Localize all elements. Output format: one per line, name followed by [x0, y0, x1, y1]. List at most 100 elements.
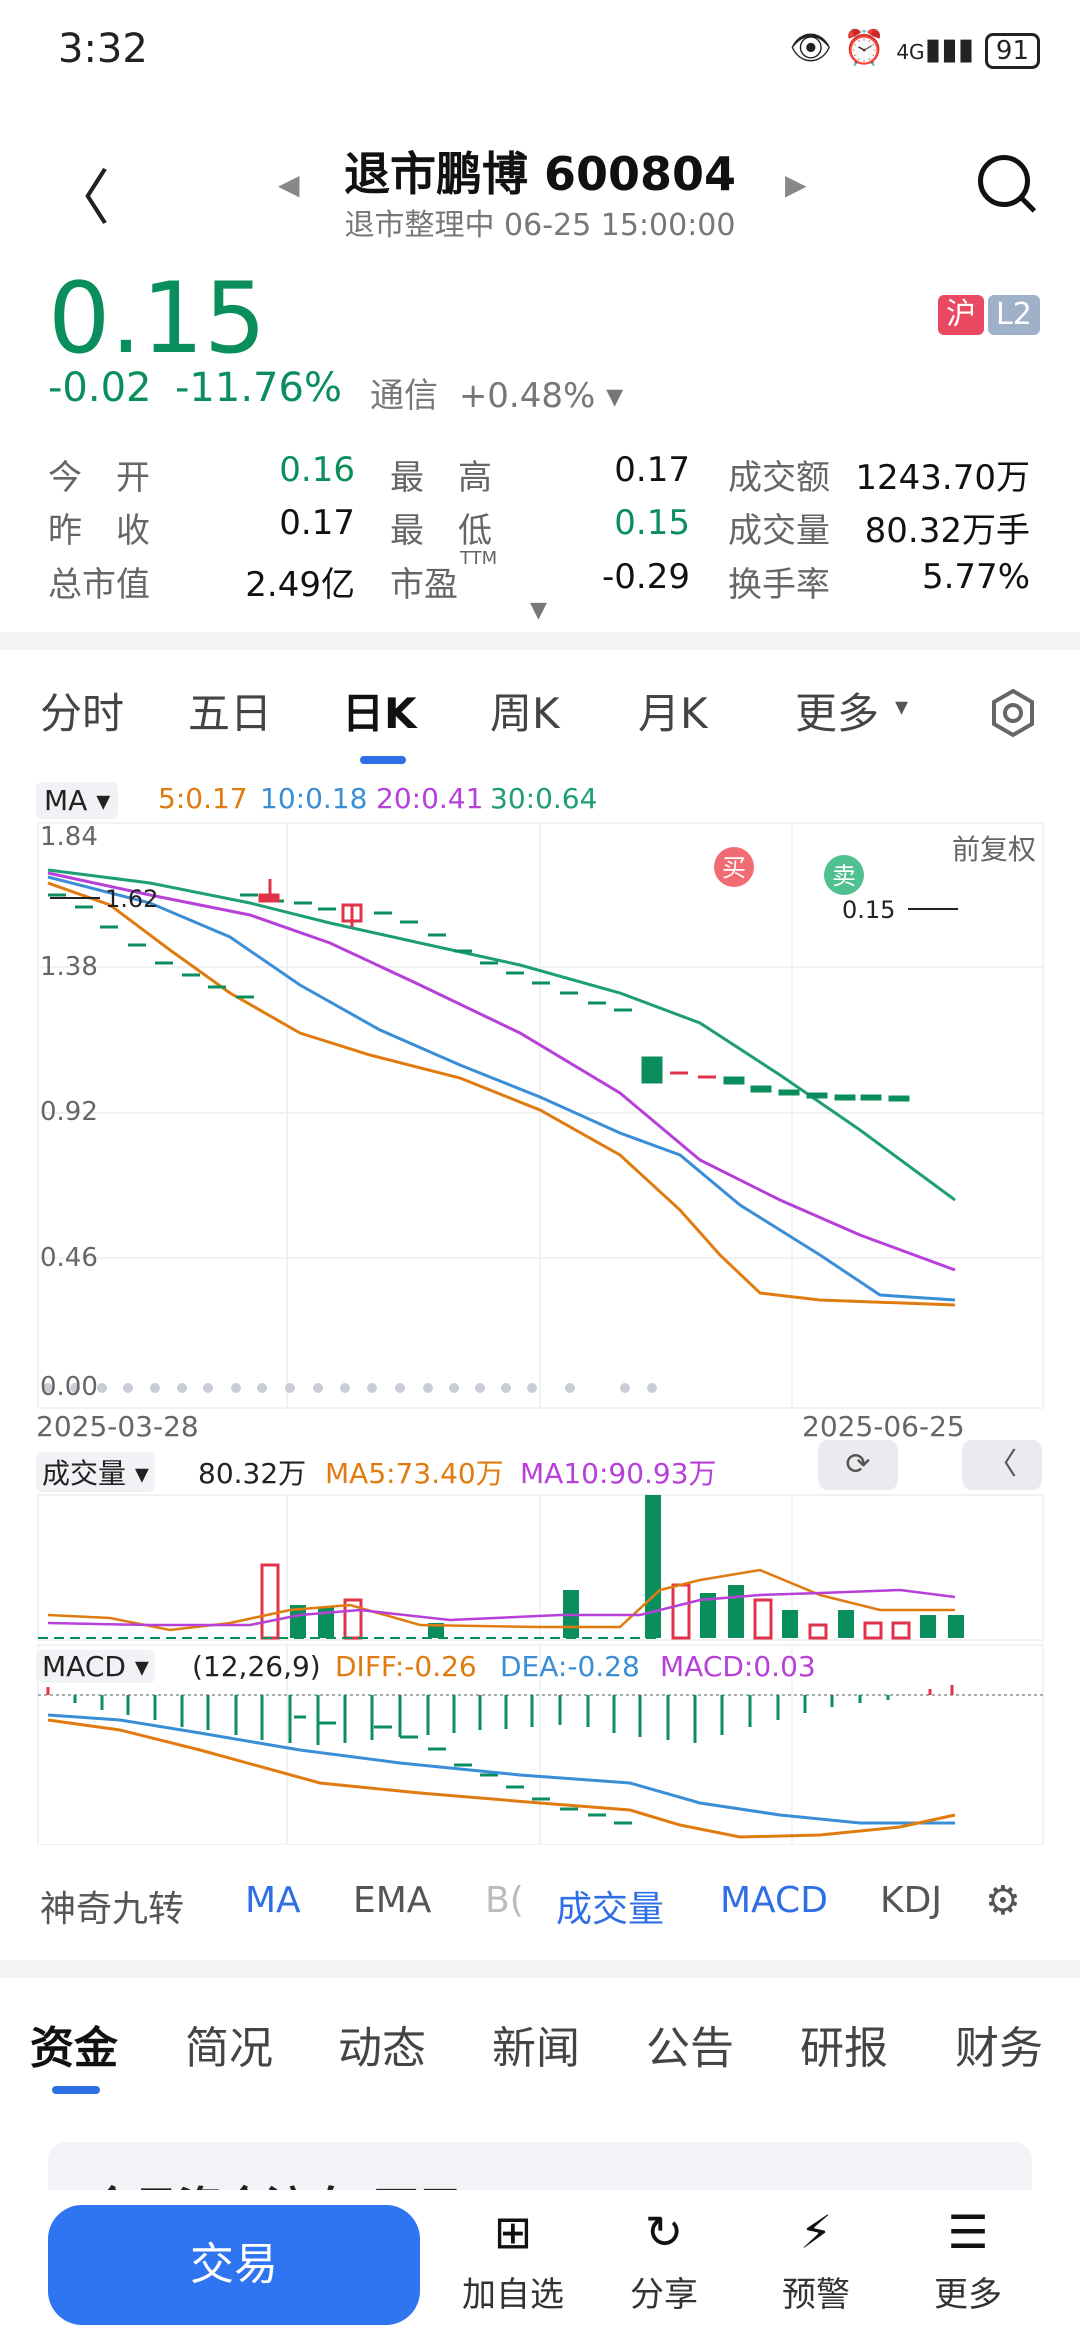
menu-circle-icon: ☰ — [947, 2205, 989, 2259]
stat-label: 最 高 — [390, 458, 492, 498]
ktab-4[interactable]: 月K — [638, 689, 708, 738]
bottom-tab-5[interactable]: 研报 — [800, 2023, 888, 2074]
stat-value: 1243.70万 — [855, 458, 1030, 498]
stat-value: 0.17 — [279, 503, 355, 543]
level2-badge[interactable]: L2 — [988, 295, 1040, 335]
stat-label: 总市值 — [48, 565, 150, 605]
more-chevron-icon: ▾ — [895, 692, 909, 722]
ma30-line — [47, 868, 956, 1202]
battery-icon: 91 — [984, 33, 1040, 69]
indicator-1[interactable]: MA — [245, 1880, 301, 1921]
candles-main — [240, 893, 910, 1102]
stat-label: 成交额 — [728, 458, 830, 498]
volume-ma5: MA5:73.40万 — [325, 1457, 504, 1490]
stat-label: 今 开 — [48, 458, 150, 498]
ktab-2[interactable]: 日K — [342, 689, 417, 738]
ma20-value: 20:0.41 — [376, 782, 484, 815]
y-tick-1: 1.38 — [40, 952, 98, 982]
buy-marker[interactable]: 买 — [722, 854, 746, 882]
rotate-icon[interactable]: ⟳ — [818, 1440, 898, 1490]
bottom-tab-1[interactable]: 简况 — [185, 2023, 273, 2074]
low-marker: 0.15 — [842, 896, 895, 924]
divider-2 — [0, 1960, 1080, 1978]
adjust-label[interactable]: 前复权 — [952, 833, 1037, 866]
stock-title: 退市鹏博 600804 — [343, 147, 737, 201]
bottom-tab-2[interactable]: 动态 — [338, 2023, 426, 2074]
y-tick-3: 0.46 — [40, 1243, 98, 1273]
next-stock-icon[interactable]: ▶ — [785, 168, 807, 201]
indicator-2[interactable]: EMA — [353, 1880, 432, 1921]
status-time: 3:32 — [58, 26, 148, 72]
stat-value: 0.15 — [614, 503, 690, 543]
indicator-settings-icon[interactable]: ⚙ — [985, 1878, 1021, 1924]
ktab-1[interactable]: 五日 — [188, 689, 273, 738]
stat-value: 0.16 — [279, 450, 355, 490]
stat-label: 最 低 — [390, 511, 492, 551]
indicator-5[interactable]: MACD — [720, 1880, 828, 1921]
ma-selector[interactable]: MA ▾ — [36, 782, 119, 819]
pe-ttm-sup: TTM — [460, 548, 498, 569]
kline-chart[interactable]: 1.62 0.15 买 卖 — [0, 815, 1080, 1845]
volume-ma10: MA10:90.93万 — [520, 1457, 717, 1490]
related-sector[interactable]: 通信 +0.48% ▾ — [370, 368, 623, 417]
trade-button[interactable]: 交易 — [48, 2205, 420, 2325]
ktab-0[interactable]: 分时 — [40, 689, 125, 738]
macd-diff: DIFF:-0.26 — [335, 1650, 477, 1683]
sell-marker[interactable]: 卖 — [832, 862, 856, 890]
alert-bell-icon: ⚡ — [799, 2205, 833, 2259]
sector-name: 通信 — [370, 376, 438, 416]
more-button[interactable]: ☰ 更多 — [908, 2205, 1028, 2316]
sector-pct: +0.48% — [458, 376, 596, 416]
back-button[interactable]: 〈 — [50, 164, 110, 234]
y-tick-4: 0.00 — [40, 1372, 98, 1402]
collapse-left-icon[interactable]: 〈 — [962, 1440, 1042, 1490]
add-watchlist-button[interactable]: ⊞ 加自选 — [453, 2205, 573, 2316]
ma20-line — [47, 871, 956, 1272]
macd-selector[interactable]: MACD ▾ — [36, 1650, 155, 1683]
alarm-icon: ⏰ — [843, 28, 886, 68]
stat-label: 成交量 — [728, 511, 830, 551]
volume-bars — [260, 1495, 964, 1640]
ktab-5[interactable]: 更多 — [795, 689, 880, 738]
stock-status: 退市整理中 06-25 15:00:00 — [344, 208, 736, 243]
share-button[interactable]: ↻ 分享 — [604, 2205, 724, 2316]
ktab-indicator — [360, 756, 406, 764]
y-tick-0: 1.84 — [40, 822, 98, 852]
status-bar: 3:32 👁 ⏰ 4G▮▮▮ 91 — [0, 0, 1080, 100]
alert-button[interactable]: ⚡ 预警 — [756, 2205, 876, 2316]
macd-params: (12,26,9) — [192, 1650, 321, 1683]
status-icons: 👁 ⏰ 4G▮▮▮ 91 — [789, 28, 1040, 69]
eye-icon: 👁 — [789, 28, 833, 68]
bottom-tab-3[interactable]: 新闻 — [492, 2023, 580, 2074]
indicator-6[interactable]: KDJ — [880, 1880, 942, 1921]
chevron-down-icon: ▾ — [606, 376, 624, 416]
stat-value: 80.32万手 — [864, 511, 1030, 551]
macd-bars — [73, 1695, 890, 1745]
settings-hexagon-icon[interactable] — [988, 688, 1034, 738]
macd-dea: DEA:-0.28 — [500, 1650, 640, 1683]
signal-icon: 4G — [896, 40, 925, 64]
divider — [0, 632, 1080, 650]
event-dots — [43, 1383, 657, 1393]
candles — [48, 893, 632, 1825]
stat-value: 2.49亿 — [245, 565, 355, 605]
bottom-tab-6[interactable]: 财务 — [955, 2023, 1043, 2074]
search-icon[interactable] — [978, 155, 1030, 207]
indicator-4[interactable]: 成交量 — [556, 1889, 665, 1930]
current-price: 0.15 — [48, 262, 267, 376]
volume-value: 80.32万 — [198, 1457, 307, 1490]
bottom-tab-0[interactable]: 资金 — [30, 2023, 118, 2074]
stat-label: 昨 收 — [48, 511, 150, 551]
plus-square-icon: ⊞ — [493, 2205, 533, 2259]
price-change-pct: -11.76% — [175, 365, 342, 411]
indicator-3[interactable]: B( — [485, 1880, 524, 1921]
prev-stock-icon[interactable]: ◀ — [278, 168, 300, 201]
expand-chevron-icon[interactable]: ▼ — [530, 598, 547, 623]
indicator-0[interactable]: 神奇九转 — [40, 1889, 185, 1930]
bottom-tab-4[interactable]: 公告 — [646, 2023, 734, 2074]
stat-value: 0.17 — [614, 450, 690, 490]
volume-selector[interactable]: 成交量 ▾ — [36, 1452, 155, 1492]
high-marker: 1.62 — [105, 885, 158, 913]
start-date: 2025-03-28 — [36, 1410, 199, 1443]
ktab-3[interactable]: 周K — [490, 689, 560, 738]
